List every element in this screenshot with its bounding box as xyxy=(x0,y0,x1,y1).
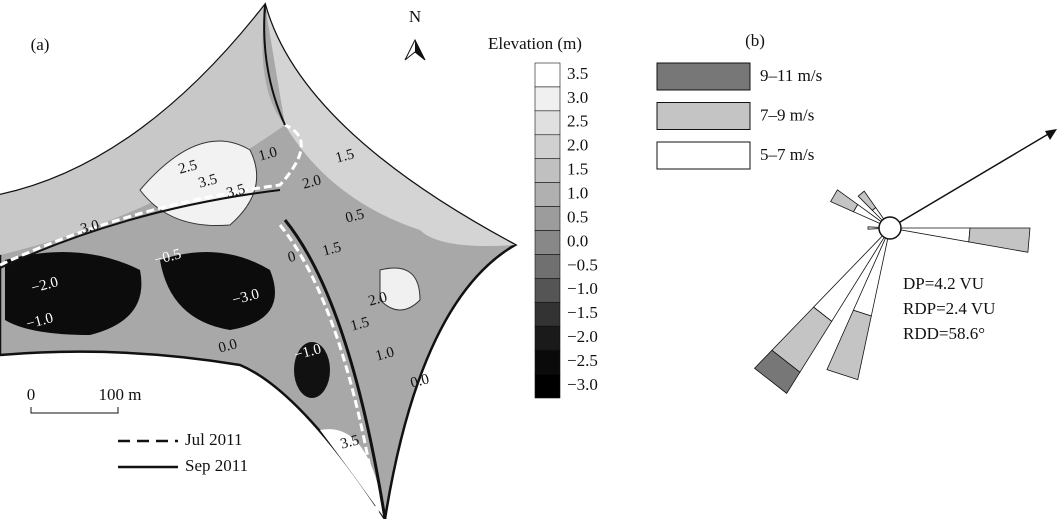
legend-label: 2.5 xyxy=(567,112,588,131)
scale-bar xyxy=(31,407,118,413)
legend-label: −1.0 xyxy=(567,279,598,298)
petal xyxy=(831,190,858,212)
legend-label: 0.5 xyxy=(567,207,588,226)
legend-swatch xyxy=(535,207,560,231)
legend-label: 3.0 xyxy=(567,88,588,107)
legend-label: −2.5 xyxy=(567,351,598,370)
stat-text: RDD=58.6° xyxy=(903,324,985,343)
legend-swatch xyxy=(535,326,560,350)
stat-text: RDP=2.4 VU xyxy=(903,299,995,318)
resultant-arrow xyxy=(890,133,1050,228)
scale-label: 100 m xyxy=(99,385,142,404)
legend-label: −3.0 xyxy=(567,375,598,394)
legend-swatch xyxy=(657,63,750,90)
legend-label: −0.5 xyxy=(567,255,598,274)
legend-label: 9–11 m/s xyxy=(760,66,822,85)
legend-swatch xyxy=(535,254,560,278)
legend-label: 2.0 xyxy=(567,136,588,155)
panel-label: (a) xyxy=(31,35,50,54)
north-arrow xyxy=(415,40,425,60)
rose-center xyxy=(879,217,901,239)
legend-swatch xyxy=(535,63,560,87)
scale-label: 0 xyxy=(27,385,36,404)
legend-swatch xyxy=(535,87,560,111)
contour-label: 0.0 xyxy=(409,371,431,391)
legend-swatch xyxy=(657,103,750,130)
panel-label: (b) xyxy=(745,31,765,50)
legend-swatch xyxy=(535,350,560,374)
legend-label: 5–7 m/s xyxy=(760,145,814,164)
legend-swatch xyxy=(535,231,560,255)
legend-swatch xyxy=(535,111,560,135)
legend-label: −2.0 xyxy=(567,327,598,346)
legend-swatch xyxy=(535,302,560,326)
legend-label: 1.5 xyxy=(567,160,588,179)
stat-text: DP=4.2 VU xyxy=(903,274,984,293)
north-label: N xyxy=(409,7,421,26)
legend-swatch xyxy=(535,278,560,302)
legend-swatch xyxy=(535,135,560,159)
petal xyxy=(827,310,871,379)
legend-label: 0.0 xyxy=(567,231,588,250)
legend-swatch xyxy=(535,374,560,398)
legend-swatch xyxy=(535,159,560,183)
legend-label: 3.5 xyxy=(567,64,588,83)
legend-title: Elevation (m) xyxy=(488,34,582,53)
figure: N (a) (b) 0 100 m Elevation (m) 2.5 3.5 3.… xyxy=(0,0,1057,519)
legend-label: 7–9 m/s xyxy=(760,105,814,124)
petal xyxy=(901,228,970,242)
legend-label: Sep 2011 xyxy=(185,456,248,475)
petal xyxy=(868,227,879,229)
petal xyxy=(969,228,1030,252)
legend-label: 1.0 xyxy=(567,184,588,203)
legend-label: −1.5 xyxy=(567,303,598,322)
legend-swatch xyxy=(657,142,750,169)
legend-label: Jul 2011 xyxy=(185,430,242,449)
legend-swatch xyxy=(535,183,560,207)
